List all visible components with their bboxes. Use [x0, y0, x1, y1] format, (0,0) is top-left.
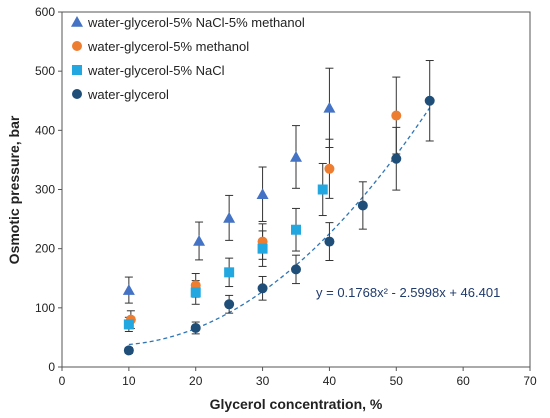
data-point [323, 101, 336, 113]
legend-marker [72, 41, 82, 51]
y-tick-label: 100 [35, 301, 55, 315]
y-tick-label: 600 [35, 5, 55, 19]
y-tick-label: 0 [48, 360, 55, 374]
x-tick-label: 70 [523, 374, 537, 388]
y-tick-label: 300 [35, 183, 55, 197]
data-point [193, 234, 206, 246]
x-axis-title: Glycerol concentration, % [210, 396, 383, 412]
legend-label: water-glycerol-5% NaCl-5% methanol [87, 15, 305, 30]
data-point [257, 243, 268, 254]
x-tick-label: 10 [122, 374, 136, 388]
marker-layer [122, 95, 435, 356]
data-point [224, 267, 235, 278]
x-tick-label: 60 [456, 374, 470, 388]
data-point [291, 224, 301, 235]
data-point [391, 153, 402, 164]
data-point [290, 150, 302, 162]
data-point [122, 284, 135, 295]
data-point [190, 287, 201, 298]
x-tick-label: 20 [189, 374, 203, 388]
legend-marker [71, 16, 83, 27]
legend-marker [72, 65, 82, 75]
y-tick-label: 400 [35, 123, 55, 137]
trendline-path [128, 107, 431, 346]
data-point [424, 95, 435, 106]
trendline-layer [128, 107, 431, 346]
y-tick-label: 200 [35, 242, 55, 256]
data-point [223, 211, 236, 223]
data-point [317, 184, 328, 195]
x-tick-label: 50 [390, 374, 404, 388]
legend-label: water-glycerol [87, 87, 169, 102]
data-point [123, 319, 134, 330]
x-tick-label: 0 [59, 374, 66, 388]
x-tick-label: 30 [256, 374, 270, 388]
data-point [256, 188, 269, 200]
data-point [190, 322, 201, 333]
y-axis-title: Osmotic pressure, bar [6, 115, 22, 264]
data-point [391, 110, 402, 121]
trendline-equation: y = 0.1768x² - 2.5998x + 46.401 [316, 285, 500, 300]
tick-layer: 0 10 20 30 40 50 60 70 0 100 200 300 400 500 600 [35, 5, 537, 388]
data-point [291, 264, 301, 275]
data-point [123, 345, 134, 356]
data-point [357, 200, 368, 211]
data-point [224, 299, 235, 310]
data-point [257, 283, 268, 294]
legend: water-glycerol-5% NaCl-5% methanol water-… [71, 15, 305, 102]
legend-marker [72, 89, 82, 99]
legend-label: water-glycerol-5% NaCl [87, 63, 225, 78]
legend-label: water-glycerol-5% methanol [87, 39, 249, 54]
data-point [324, 163, 335, 174]
data-point [324, 236, 335, 247]
x-tick-label: 40 [323, 374, 337, 388]
y-tick-label: 500 [35, 64, 55, 78]
